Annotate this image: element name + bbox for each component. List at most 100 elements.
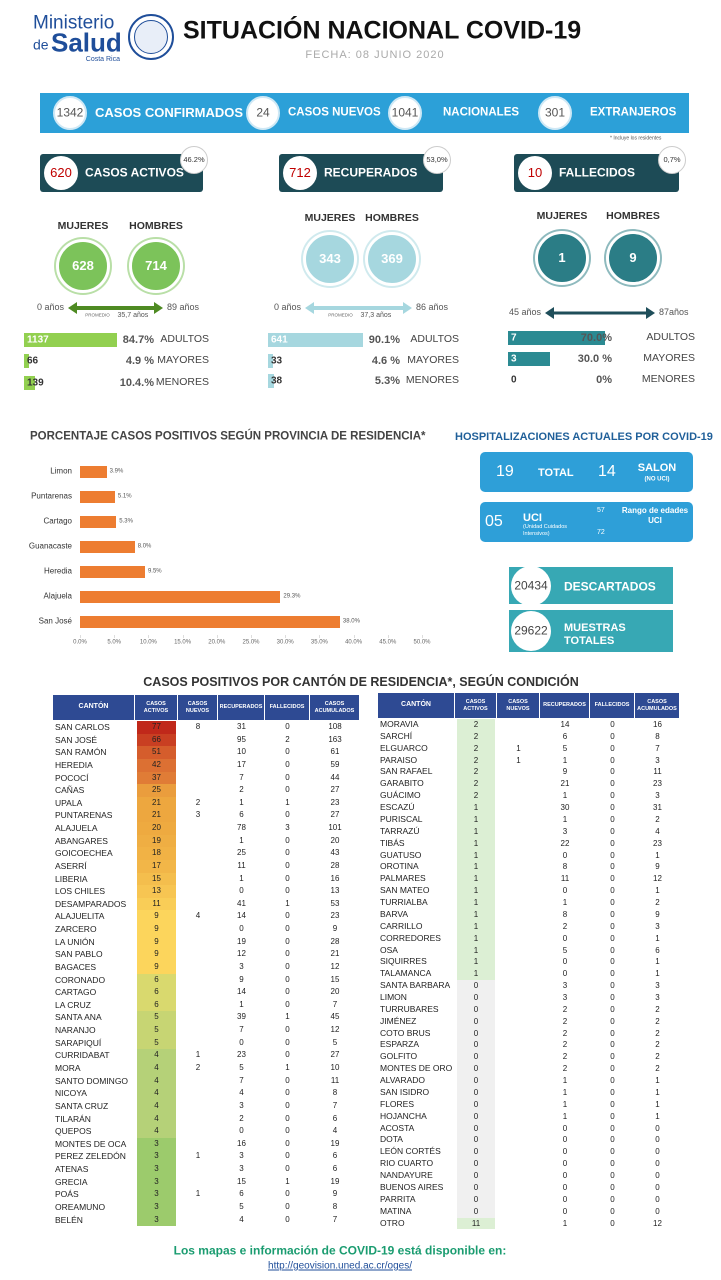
logo-seal — [128, 14, 174, 60]
tick-mark — [319, 635, 321, 638]
table-cell: 9 — [154, 961, 159, 971]
table-header: CASOS NUEVOS — [178, 695, 218, 720]
canton-name: BUENOS AIRES — [380, 1181, 444, 1192]
activos-cell — [137, 1112, 176, 1126]
canton-name: CORONADO — [55, 974, 106, 985]
table-header: CANTÓN — [53, 695, 135, 720]
table-cell: 14 — [560, 720, 570, 729]
activos-cell — [137, 923, 176, 936]
age-label: ADULTOS — [646, 331, 695, 344]
table-cell: 39 — [237, 1012, 246, 1022]
table-cell: 4 — [239, 1088, 244, 1098]
age-pct: 90.1% — [368, 333, 400, 346]
canton-name: SANTA BARBARA — [380, 980, 451, 991]
table-cell: 0 — [610, 898, 615, 908]
tests-value: 20434 — [514, 578, 548, 593]
table-cell: 78 — [237, 823, 246, 833]
canton-name: SANTA ANA — [55, 1012, 102, 1023]
table-cell: 0 — [285, 772, 290, 782]
value-label: 8.0% — [137, 543, 152, 550]
table-cell: 1 — [562, 898, 568, 908]
x-tick-label: 5.0% — [107, 639, 122, 646]
sex-value: 1 — [558, 249, 566, 265]
canton-name: TIBÁS — [380, 837, 405, 848]
canton-name: GARABITO — [380, 778, 424, 789]
age-label: MAYORES — [643, 352, 695, 365]
table-cell: 1 — [473, 838, 479, 848]
table-cell: 3 — [655, 981, 660, 991]
table-cell: 2 — [655, 1028, 660, 1038]
activos-cell — [137, 1036, 176, 1050]
table-cell: 1 — [562, 755, 568, 765]
table-cell: 51 — [152, 747, 161, 757]
table-cell: 4 — [332, 1126, 338, 1136]
canton-name: PARAISO — [380, 754, 418, 765]
canton-name: PURISCAL — [380, 813, 423, 824]
age-pct: 10.4.% — [119, 376, 154, 389]
table-cell: 1 — [473, 969, 479, 979]
table-cell: 1 — [285, 1012, 290, 1022]
table-cell: 2 — [655, 1016, 660, 1026]
table-cell: 0 — [285, 1075, 290, 1085]
table-cell: 3 — [154, 1164, 159, 1174]
table-cell: 3 — [154, 1189, 159, 1199]
panel-label: RECUPERADOS — [324, 165, 418, 180]
table-cell: 16 — [653, 720, 662, 729]
canton-name: GUATUSO — [380, 849, 422, 860]
age-pct: 4.9 % — [125, 354, 154, 367]
table-header: RECUPERADOS — [540, 693, 590, 718]
hospital-label: UCI — [523, 511, 542, 524]
table-cell: 5 — [332, 1037, 338, 1047]
canton-name: TURRIALBA — [380, 897, 428, 908]
table-cell: 0 — [473, 1182, 479, 1192]
table-cell: 2 — [473, 779, 479, 789]
table-cell: 0 — [473, 1064, 479, 1074]
table-cell: 7 — [239, 1025, 244, 1035]
activos-cell — [137, 1049, 176, 1062]
activos-cell — [457, 1110, 495, 1123]
sex-label: MUJERES — [536, 210, 588, 223]
arrow-head — [305, 302, 314, 314]
x-tick-label: 0.0% — [73, 639, 87, 646]
date: FECHA: 08 JUNIO 2020 — [305, 48, 445, 61]
activos-cell — [137, 960, 176, 974]
table-cell: 2 — [655, 1040, 660, 1050]
arrow-head — [68, 302, 77, 314]
category-label: Alajuela — [43, 591, 72, 601]
table-cell: 0 — [562, 1135, 568, 1145]
age-max: 87años — [659, 307, 689, 318]
table-cell: 8 — [562, 909, 568, 919]
range-value: 57 — [597, 507, 605, 515]
sex-value: 369 — [381, 250, 403, 266]
activos-cell — [457, 1003, 495, 1016]
logo-text: Costa Rica — [85, 56, 120, 64]
table-cell: 7 — [239, 1075, 244, 1085]
table-cell: 4 — [154, 1063, 159, 1072]
table-cell: 9 — [562, 767, 568, 777]
activos-cell — [457, 742, 495, 755]
table-cell: 0 — [610, 1135, 615, 1145]
canton-name: SARAPIQUÍ — [55, 1037, 102, 1048]
hospital-value: 19 — [496, 463, 514, 481]
table-cell: 0 — [562, 1123, 568, 1133]
canton-name: QUEPOS — [55, 1126, 92, 1137]
table-cell: 1 — [195, 1151, 201, 1161]
age-label: MENORES — [155, 376, 209, 389]
table-cell: 0 — [473, 1159, 479, 1169]
table-cell: 0 — [610, 862, 615, 872]
activos-cell — [457, 730, 495, 743]
table-cell: 10 — [330, 1063, 340, 1072]
table-cell: 0 — [285, 999, 290, 1009]
table-cell: 0 — [610, 921, 615, 931]
table-cell: 0 — [285, 1025, 290, 1035]
table-cell: 3 — [655, 791, 660, 801]
table-cell: 6 — [154, 987, 159, 997]
panel-pct: 0,7% — [663, 154, 681, 164]
tests-label: DESCARTADOS — [564, 579, 656, 594]
canton-name: ALAJUELA — [55, 823, 98, 834]
arrow-head — [154, 302, 163, 314]
canton-name: UPALA — [55, 797, 83, 808]
table-cell: 7 — [239, 772, 244, 782]
table-cell: 9 — [655, 862, 660, 872]
table-cell: 5 — [562, 743, 568, 753]
